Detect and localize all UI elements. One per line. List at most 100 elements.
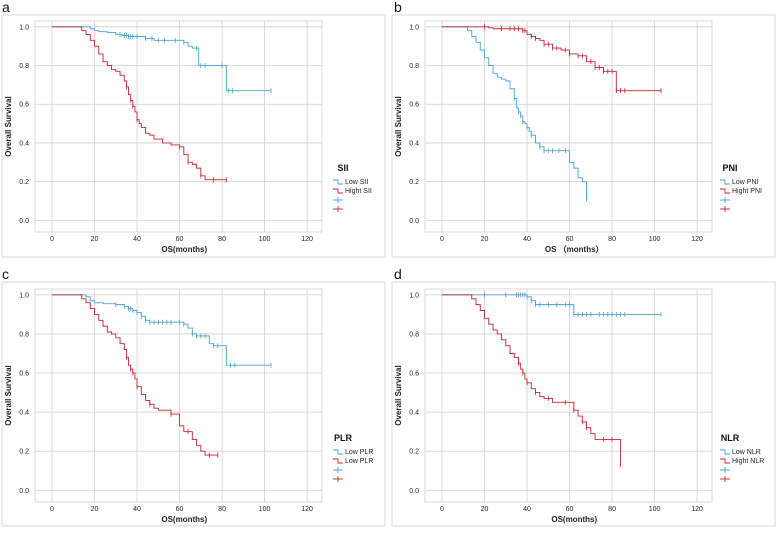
panel-frame [1,14,386,258]
legend-line-glyph [333,188,343,194]
legend-label: Hight NLR [732,458,764,465]
x-tick-label: 80 [218,506,226,513]
y-tick-label: 0.2 [409,449,419,456]
y-tick-label: 1.0 [409,24,419,31]
legend-line-glyph [333,179,343,185]
panel-frame [391,281,776,527]
survival-curve-high [442,26,661,92]
panel-letter: b [394,0,402,15]
survival-curve-low [442,26,588,200]
x-tick-label: 0 [50,506,54,513]
y-tick-label: 0.6 [409,102,419,109]
x-tick-label: 80 [218,236,226,243]
legend-title: NLR [721,433,740,443]
x-tick-label: 20 [481,236,489,243]
y-tick-label: 0.4 [409,140,419,147]
legend-label: Hight SII [345,188,372,195]
x-tick-label: 80 [608,236,616,243]
y-tick-label: 0.6 [19,102,29,109]
y-tick-label: 0.0 [409,218,419,225]
x-tick-label: 120 [301,236,313,243]
legend-label: Low NLR [732,449,761,456]
x-axis-label: OS(months) [161,515,207,524]
legend-title: SII [337,163,348,173]
y-tick-label: 0.2 [19,449,29,456]
y-tick-label: 1.0 [19,292,29,299]
survival-curve-high [52,294,218,456]
y-tick-label: 0.6 [409,371,419,378]
y-tick-label: 0.6 [19,371,29,378]
y-axis-label: Overall Survival [4,365,13,425]
survival-curve-high [52,26,227,181]
x-tick-label: 40 [523,236,531,243]
y-axis-label: Overall Survival [394,365,403,425]
x-tick-label: 0 [50,236,54,243]
x-axis-label: OS （months） [545,244,604,254]
y-tick-label: 0.4 [19,140,29,147]
legend-line-glyph [720,179,730,185]
panel-frame [391,14,776,258]
x-tick-label: 120 [301,506,313,513]
legend-line-glyph [720,188,730,194]
legend: Low SII Hight SII [333,179,372,212]
x-tick-label: 20 [91,506,99,513]
survival-curve-high [442,294,622,465]
y-tick-label: 0.4 [19,410,29,417]
x-axis-label: OS(months) [551,515,597,524]
x-tick-label: 20 [481,506,489,513]
y-tick-label: 1.0 [19,24,29,31]
y-tick-label: 0.0 [19,218,29,225]
km-panel-a: 0 20 40 60 80 100 120 0.0 0.2 0.4 0.6 0.8 1.0 OS(mont… [1,0,386,258]
legend: Low PLR Low PLR [333,449,373,482]
legend-label: Low PNI [732,179,759,186]
legend-line-glyph [333,458,343,464]
legend-line-glyph [720,458,730,464]
survival-curve-low [442,294,661,315]
legend-label: Low PLR [345,449,373,456]
km-panel-c: 0 20 40 60 80 100 120 0.0 0.2 0.4 0.6 0.8 1.0 OS(mont… [1,266,386,527]
y-tick-label: 0.0 [409,488,419,495]
y-tick-label: 0.4 [409,410,419,417]
x-tick-label: 40 [523,506,531,513]
panel-frame [1,281,386,527]
x-tick-label: 100 [649,236,661,243]
y-tick-label: 0.0 [19,488,29,495]
plot-area [424,20,713,233]
legend-label: Low PLR [345,458,373,465]
x-tick-label: 100 [649,506,661,513]
x-tick-label: 40 [133,236,141,243]
y-axis-label: Overall Survival [4,96,13,156]
legend: Low NLR Hight NLR [720,449,764,482]
y-tick-label: 0.8 [409,63,419,70]
legend: Low PNI Hight PNI [720,179,762,212]
x-tick-label: 120 [691,506,703,513]
km-panel-d: 0 20 40 60 80 100 120 0.0 0.2 0.4 0.6 0.8 1.0 OS(mont… [391,266,776,527]
panel-letter: d [394,266,402,282]
panel-letter: a [2,0,10,15]
y-tick-label: 0.2 [19,179,29,186]
x-tick-label: 20 [91,236,99,243]
x-tick-label: 0 [440,236,444,243]
plot-area [34,20,323,233]
y-tick-label: 0.8 [409,331,419,338]
legend-label: Hight PNI [732,188,762,195]
legend-label: Low SII [345,179,368,186]
legend-title: PLR [334,433,353,443]
x-tick-label: 40 [133,506,141,513]
x-tick-label: 60 [176,506,184,513]
legend-title: PNI [722,163,737,173]
x-tick-label: 100 [259,236,271,243]
x-axis-label: OS(months) [161,245,207,254]
x-tick-label: 80 [608,506,616,513]
km-panel-b: 0 20 40 60 80 100 120 0.0 0.2 0.4 0.6 0.8 1.0 OS （mon… [391,0,776,258]
y-tick-label: 0.8 [19,63,29,70]
plot-area [34,288,323,503]
panel-letter: c [2,266,9,282]
x-tick-label: 120 [691,236,703,243]
x-tick-label: 100 [259,506,271,513]
x-tick-label: 0 [440,506,444,513]
x-tick-label: 60 [566,236,574,243]
legend-line-glyph [333,449,343,455]
y-tick-label: 0.2 [409,179,419,186]
